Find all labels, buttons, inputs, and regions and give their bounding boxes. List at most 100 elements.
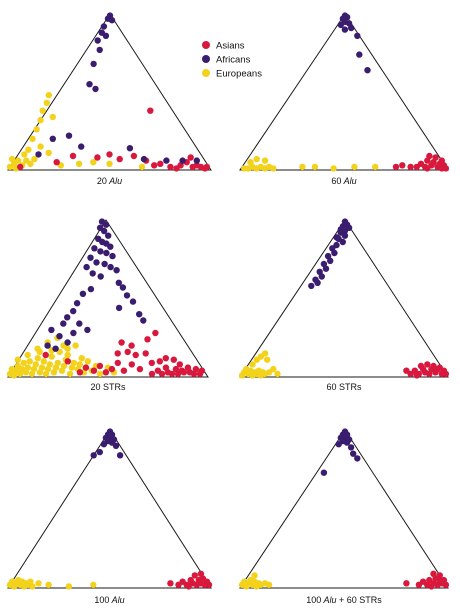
- point-asians: [424, 361, 431, 368]
- point-africans: [73, 300, 81, 307]
- point-europeans: [25, 146, 32, 153]
- triangle-frame: [7, 429, 212, 589]
- point-europeans: [330, 165, 337, 172]
- point-africans: [116, 452, 124, 459]
- legend-item-asians: Asians: [202, 41, 245, 52]
- point-asians: [436, 364, 443, 371]
- panel-caption-2: 60 Alu: [331, 176, 356, 186]
- point-africans: [102, 221, 110, 228]
- point-europeans: [78, 355, 86, 362]
- point-europeans: [43, 99, 50, 107]
- point-asians: [187, 154, 194, 161]
- triangle-panel-2: 60 Alu: [239, 12, 450, 186]
- point-africans: [87, 285, 95, 293]
- triangle-frame: [7, 13, 212, 171]
- point-africans: [339, 238, 346, 246]
- point-africans: [350, 450, 357, 457]
- point-asians: [392, 163, 400, 171]
- point-europeans: [261, 350, 269, 357]
- point-africans: [322, 265, 330, 272]
- point-asians: [114, 359, 122, 367]
- point-europeans: [54, 359, 61, 367]
- point-africans: [96, 46, 103, 54]
- legend: Asians Africans Europeans: [202, 41, 262, 80]
- point-africans: [78, 143, 85, 150]
- point-africans: [100, 23, 108, 30]
- point-africans: [83, 263, 90, 271]
- point-africans: [107, 243, 114, 250]
- point-europeans: [42, 370, 50, 378]
- point-europeans: [96, 370, 104, 378]
- point-asians: [197, 570, 205, 577]
- point-europeans: [106, 160, 113, 167]
- point-asians: [132, 351, 139, 359]
- point-asians: [190, 370, 198, 378]
- triangle-panel-6: 100 Alu + 60 STRs: [238, 428, 450, 605]
- point-asians: [157, 160, 164, 167]
- point-asians: [172, 365, 180, 373]
- point-europeans: [299, 163, 306, 171]
- point-africans: [136, 311, 143, 318]
- panel-caption-3: 20 STRs: [90, 382, 126, 392]
- point-europeans: [261, 157, 269, 164]
- point-europeans: [28, 370, 36, 378]
- point-africans: [79, 290, 87, 297]
- point-asians: [185, 583, 192, 590]
- triangle-panel-4: 60 STRs: [238, 218, 450, 392]
- point-africans: [327, 257, 334, 264]
- triangle-panel-1: 20 Alu: [6, 12, 212, 186]
- point-africans: [115, 304, 123, 312]
- point-asians: [170, 356, 177, 363]
- point-asians: [176, 361, 183, 368]
- point-africans: [105, 232, 112, 239]
- point-europeans: [24, 364, 32, 371]
- point-africans: [93, 259, 100, 266]
- point-europeans: [15, 157, 22, 164]
- panel-caption-4: 60 STRs: [326, 382, 362, 392]
- point-asians: [151, 162, 158, 169]
- point-asians: [424, 165, 431, 172]
- point-europeans: [90, 159, 97, 166]
- point-asians: [128, 361, 135, 368]
- point-africans: [107, 263, 114, 271]
- panel-caption-1: 20 Alu: [97, 176, 122, 186]
- point-europeans: [90, 581, 97, 588]
- point-africans: [126, 145, 134, 152]
- point-asians: [82, 364, 90, 371]
- point-africans: [337, 226, 344, 233]
- point-africans: [100, 441, 108, 448]
- point-africans: [100, 227, 108, 235]
- point-europeans: [75, 160, 83, 167]
- point-asians: [120, 367, 128, 374]
- point-africans: [48, 326, 55, 334]
- point-europeans: [251, 572, 258, 579]
- point-asians: [417, 362, 425, 370]
- point-asians: [205, 581, 213, 588]
- point-africans: [90, 60, 97, 68]
- point-asians: [430, 362, 437, 370]
- legend-label-asians: Asians: [216, 41, 245, 52]
- point-europeans: [21, 151, 28, 158]
- point-africans: [140, 155, 148, 163]
- point-africans: [119, 284, 127, 291]
- point-africans: [113, 267, 120, 274]
- point-asians: [191, 572, 198, 579]
- point-europeans: [372, 163, 379, 171]
- point-europeans: [45, 581, 52, 588]
- point-asians: [438, 157, 445, 164]
- point-asians: [144, 336, 151, 343]
- point-europeans: [72, 342, 79, 349]
- point-asians: [64, 358, 72, 365]
- point-europeans: [20, 359, 27, 367]
- point-europeans: [34, 355, 41, 362]
- point-africans: [60, 320, 67, 327]
- point-africans: [70, 307, 77, 315]
- point-africans: [347, 444, 355, 451]
- point-africans: [364, 67, 371, 74]
- point-europeans: [270, 365, 277, 373]
- point-asians: [76, 369, 84, 376]
- point-africans: [49, 135, 56, 142]
- point-africans: [140, 317, 147, 324]
- point-europeans: [60, 362, 68, 370]
- point-asians: [162, 355, 169, 362]
